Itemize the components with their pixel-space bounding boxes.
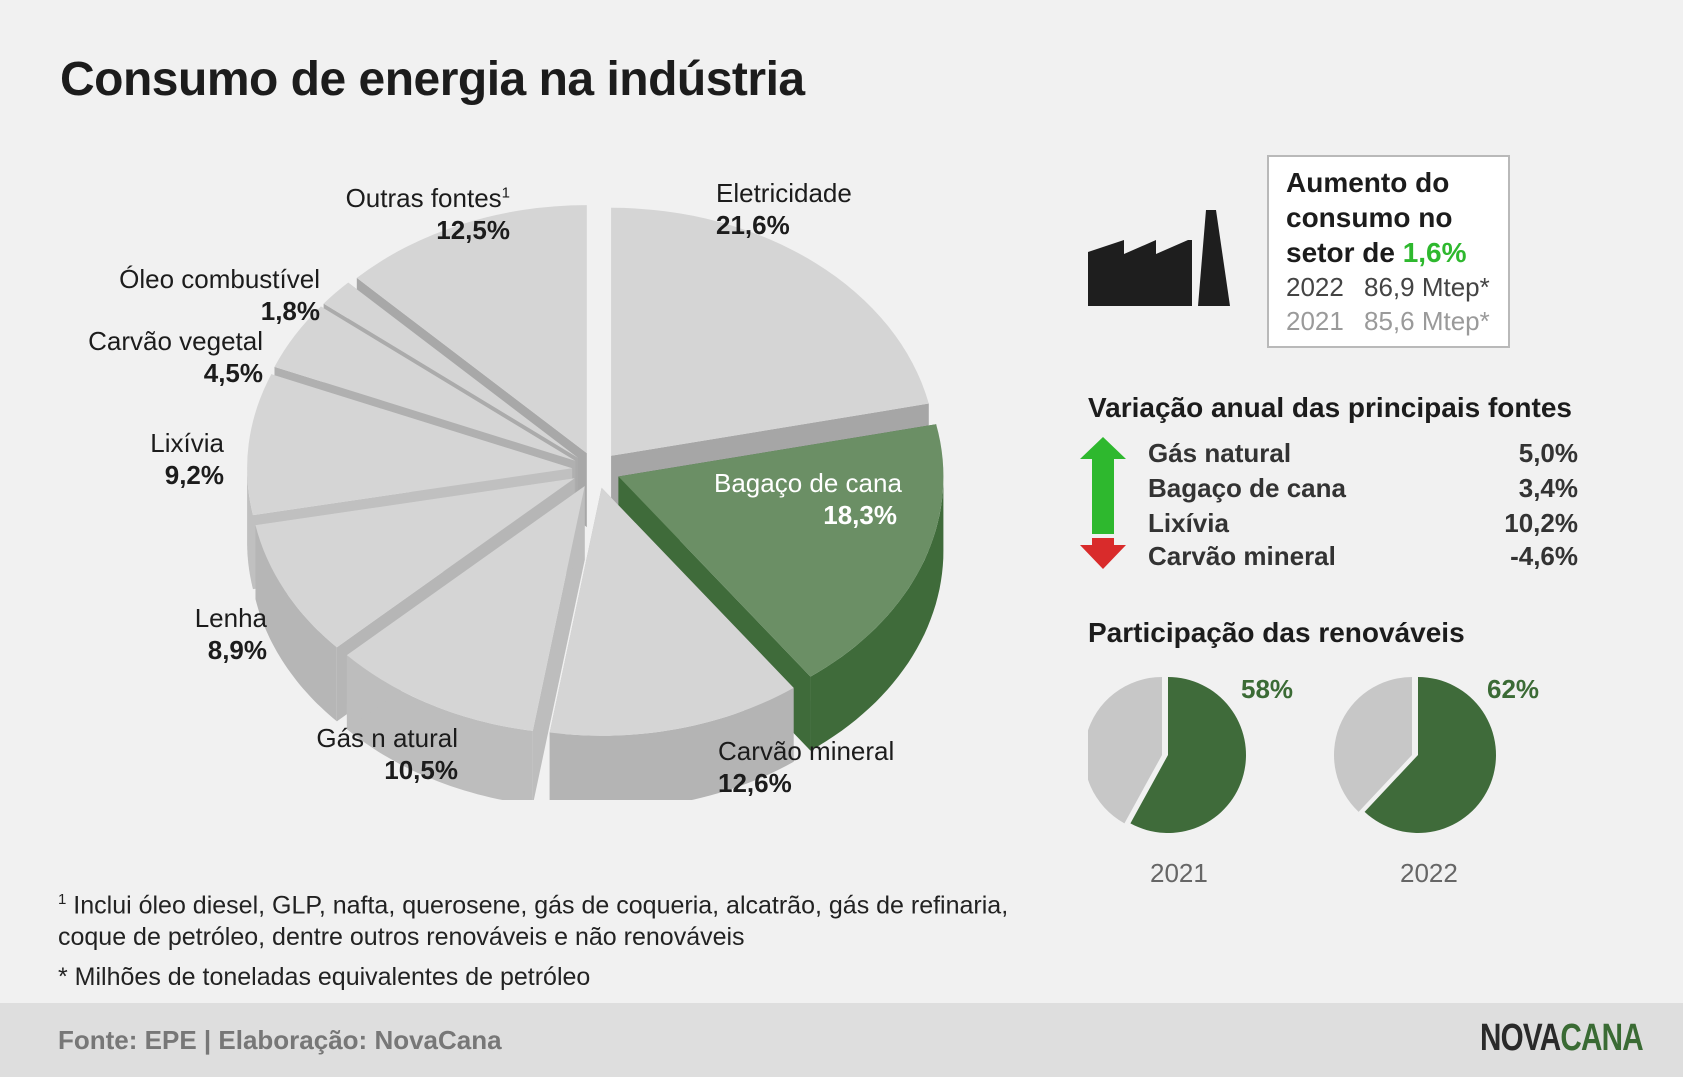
renewable-pie-2021 xyxy=(1088,677,1246,833)
summary-headline: Aumento do consumo no setor de 1,6% xyxy=(1286,167,1467,268)
label-oleo-combustivel: Óleo combustível 1,8% xyxy=(119,264,320,326)
variation-row: Bagaço de cana 3,4% xyxy=(1148,473,1578,503)
label-gas-natural: Gás n atural 10,5% xyxy=(316,723,458,785)
variation-row: Carvão mineral -4,6% xyxy=(1148,541,1578,571)
footer: Fonte: EPE | Elaboração: NovaCana NOVACA… xyxy=(0,1003,1683,1077)
renewable-share-2021: 58% xyxy=(1241,674,1294,704)
renewable-share-2022: 62% xyxy=(1487,674,1540,704)
label-bagaco: Bagaço de cana 18,3% xyxy=(714,468,902,530)
summary-row-2021: 2021 85,6 Mtep* xyxy=(1286,306,1490,336)
slice-carv-o-mineral xyxy=(549,487,794,800)
variation-row: Gás natural 5,0% xyxy=(1148,438,1578,468)
renewables-title: Participação das renováveis xyxy=(1088,617,1465,648)
summary-box: Aumento do consumo no setor de 1,6% 2022… xyxy=(1267,155,1510,348)
label-lixivia: Lixívia 9,2% xyxy=(150,428,224,490)
label-lenha: Lenha 8,9% xyxy=(194,603,267,665)
arrow-up-icon xyxy=(1080,437,1126,534)
label-outras-fontes: Outras fontes1 12,5% xyxy=(345,182,510,245)
page-title: Consumo de energia na indústria xyxy=(60,53,805,106)
summary-row-2022: 2022 86,9 Mtep* xyxy=(1286,272,1490,302)
label-carvao-vegetal: Carvão vegetal 4,5% xyxy=(88,326,263,388)
label-eletricidade: Eletricidade 21,6% xyxy=(716,178,852,240)
renewable-pie-2022 xyxy=(1334,677,1496,833)
arrow-down-icon xyxy=(1080,538,1126,569)
footnotes: 1 Inclui óleo diesel, GLP, nafta, queros… xyxy=(58,891,1009,992)
factory-icon xyxy=(1088,210,1230,306)
renewables-pies xyxy=(1088,677,1496,833)
renewable-year-2021: 2021 xyxy=(1150,858,1208,888)
pie-chart xyxy=(247,205,944,800)
variation-arrows xyxy=(1080,437,1126,569)
renewable-year-2022: 2022 xyxy=(1400,858,1458,888)
slice-g-s-n-atural xyxy=(346,486,585,800)
source-text: Fonte: EPE | Elaboração: NovaCana xyxy=(58,1025,502,1055)
novacana-logo: NOVACANA xyxy=(1480,1017,1644,1059)
label-carvao-mineral: Carvão mineral 12,6% xyxy=(718,736,895,798)
variation-title: Variação anual das principais fontes xyxy=(1088,392,1572,423)
variation-row: Lixívia 10,2% xyxy=(1148,508,1578,538)
